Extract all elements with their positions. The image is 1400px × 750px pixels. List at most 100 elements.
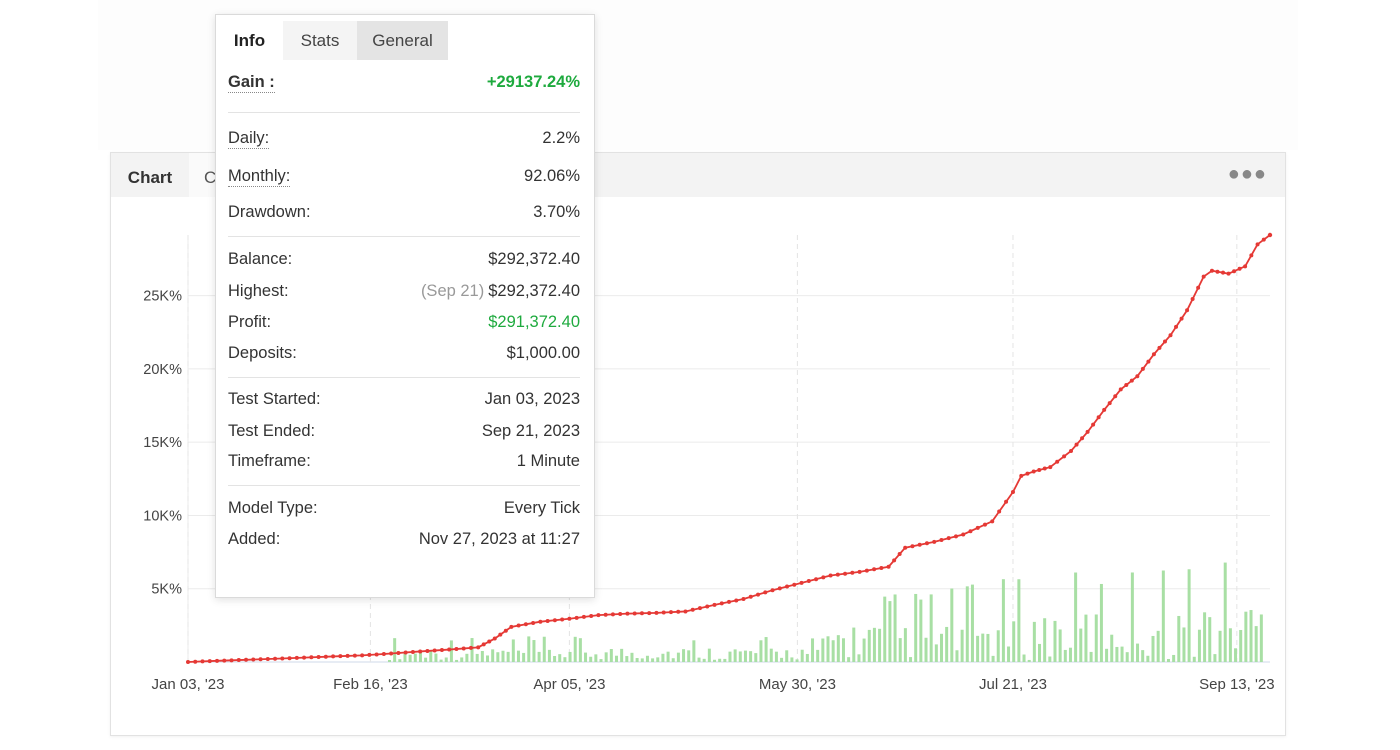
volume-bar xyxy=(1187,569,1191,662)
volume-bar xyxy=(713,659,717,662)
tab-info[interactable]: Info xyxy=(216,21,283,60)
daily-label[interactable]: Daily: xyxy=(228,129,270,149)
volume-bar xyxy=(1120,646,1124,662)
volume-bar xyxy=(1053,620,1057,662)
data-point xyxy=(487,639,492,644)
data-point xyxy=(461,646,466,651)
volume-bar xyxy=(1239,629,1243,662)
data-point xyxy=(1096,415,1101,420)
model-type-value: Every Tick xyxy=(503,499,580,517)
deposits-row: Deposits: $1,000.00 xyxy=(228,344,580,368)
data-point xyxy=(903,545,908,550)
volume-bar xyxy=(754,653,758,662)
volume-bar xyxy=(527,636,531,662)
volume-bar xyxy=(960,629,964,662)
volume-bar xyxy=(821,638,825,662)
data-point xyxy=(910,544,915,549)
deposits-value: $1,000.00 xyxy=(506,344,580,362)
volume-bar xyxy=(800,649,804,662)
data-point xyxy=(545,618,550,623)
volume-bar xyxy=(1017,579,1021,662)
monthly-label[interactable]: Monthly: xyxy=(228,167,291,187)
volume-bar xyxy=(578,638,582,662)
data-point xyxy=(872,567,877,572)
volume-bar xyxy=(537,651,541,662)
data-point xyxy=(647,611,652,616)
data-point xyxy=(345,653,350,658)
data-point xyxy=(425,648,430,653)
data-point xyxy=(538,619,543,624)
gain-label[interactable]: Gain : xyxy=(228,73,275,93)
volume-bar xyxy=(470,638,474,662)
data-point xyxy=(1255,242,1260,247)
profit-value: $291,372.40 xyxy=(488,313,580,331)
volume-bar xyxy=(671,658,675,662)
data-point xyxy=(814,577,819,582)
data-point xyxy=(309,655,314,660)
data-point xyxy=(581,614,586,619)
tab-chart[interactable]: Chart xyxy=(111,153,189,197)
data-point xyxy=(596,613,601,618)
line-series xyxy=(186,232,1273,664)
data-point xyxy=(897,552,902,557)
data-point xyxy=(756,592,761,597)
volume-bar xyxy=(656,657,660,662)
test-ended-label: Test Ended: xyxy=(228,422,316,440)
volume-bar xyxy=(413,653,417,662)
volume-bar xyxy=(439,659,443,662)
volume-bar xyxy=(826,636,830,662)
more-dots-icon[interactable]: ●●● xyxy=(1227,163,1267,185)
volume-bar xyxy=(1259,614,1263,662)
tab-general[interactable]: General xyxy=(357,21,448,60)
daily-row: Daily: 2.2% xyxy=(228,129,580,153)
volume-bar xyxy=(718,658,722,662)
volume-bar xyxy=(1234,648,1238,662)
volume-bar xyxy=(816,649,820,662)
data-point xyxy=(418,649,423,654)
daily-value: 2.2% xyxy=(542,129,580,147)
data-point xyxy=(1162,339,1167,344)
data-point xyxy=(251,657,256,662)
volume-bar xyxy=(909,657,913,662)
volume-bar xyxy=(542,636,546,662)
data-point xyxy=(1124,383,1129,388)
volume-bar xyxy=(1084,614,1088,662)
volume-bar xyxy=(584,652,588,662)
y-tick-label: 20K% xyxy=(143,362,182,378)
volume-bar xyxy=(388,660,391,662)
data-point xyxy=(498,632,503,637)
data-point xyxy=(857,569,862,574)
volume-bar xyxy=(914,593,918,662)
data-point xyxy=(222,658,227,663)
data-point xyxy=(215,658,220,663)
volume-bar xyxy=(645,655,649,662)
data-point xyxy=(1107,401,1112,406)
data-point xyxy=(785,584,790,589)
bar-series xyxy=(388,562,1263,662)
volume-bar xyxy=(1166,658,1170,662)
volume-bar xyxy=(981,633,985,662)
volume-bar xyxy=(687,650,691,662)
drawdown-value: 3.70% xyxy=(533,203,580,221)
volume-bar xyxy=(1192,656,1196,662)
volume-bar xyxy=(1048,656,1052,662)
data-point xyxy=(200,659,205,664)
volume-bar xyxy=(976,635,980,662)
highest-date-note: (Sep 21) xyxy=(420,282,485,300)
data-point xyxy=(1190,297,1195,302)
volume-bar xyxy=(604,652,608,662)
data-point xyxy=(924,541,929,546)
added-label: Added: xyxy=(228,530,281,548)
data-point xyxy=(770,588,775,593)
test-ended-value: Sep 21, 2023 xyxy=(481,422,580,440)
data-point xyxy=(1019,473,1024,478)
volume-bar xyxy=(769,648,773,662)
data-point xyxy=(367,652,372,657)
volume-bar xyxy=(1244,611,1248,662)
divider xyxy=(228,112,580,113)
tab-stats[interactable]: Stats xyxy=(283,21,357,60)
volume-bar xyxy=(496,652,500,662)
volume-bar xyxy=(805,653,809,662)
volume-bar xyxy=(501,650,505,662)
volume-bar xyxy=(795,659,799,662)
